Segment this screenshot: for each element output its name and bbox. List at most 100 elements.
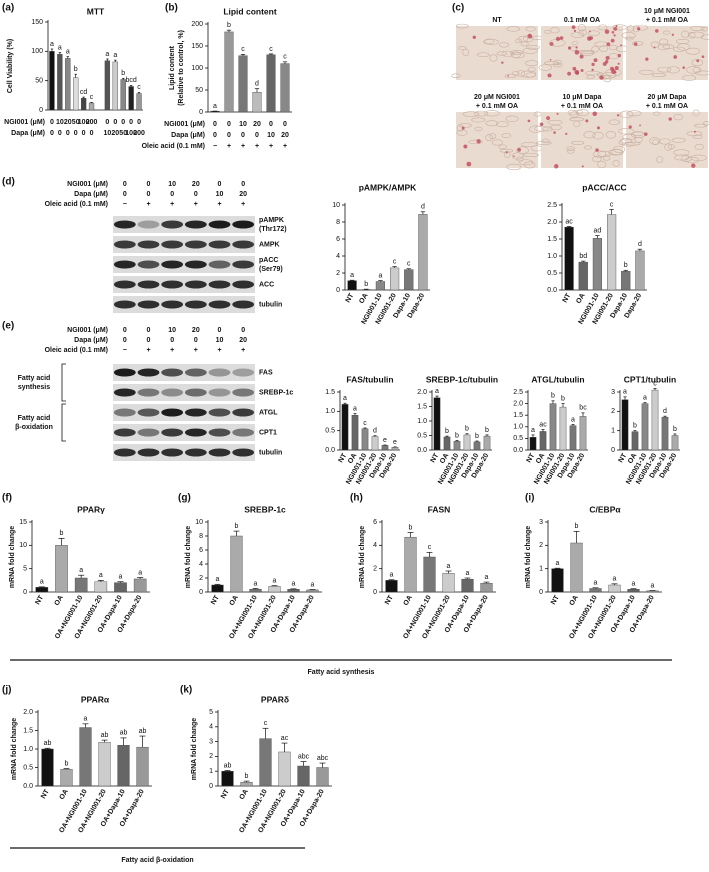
bar [230, 535, 243, 593]
significance-letter: c [264, 720, 268, 727]
blot-strip [113, 424, 255, 441]
bracket [61, 403, 66, 442]
lipid-droplet [554, 164, 559, 169]
blot-band [137, 300, 160, 309]
treatment-value: 0 [113, 119, 117, 126]
bar [65, 58, 71, 111]
cell [690, 25, 705, 31]
bar [423, 556, 436, 593]
treatment-value: + [194, 347, 198, 354]
bar [55, 545, 68, 593]
y-tick-label: 10 [19, 542, 27, 549]
blot-strip [113, 444, 255, 461]
significance-letter: c [428, 544, 432, 551]
significance-letter: a [571, 416, 575, 423]
treatment-value: 0 [255, 132, 259, 139]
image-caption: + 0.1 mM OA [561, 103, 603, 110]
significance-letter: a [99, 572, 103, 579]
treatment-label: Dapa (μM) [74, 191, 108, 198]
cell [671, 137, 686, 143]
cell [566, 146, 576, 151]
x-tick-label: OA [535, 452, 546, 465]
y-tick-label: 0.0 [417, 447, 427, 454]
cell [499, 42, 510, 48]
y-tick-label: 1 [209, 768, 213, 775]
lipid-droplet [461, 126, 465, 130]
bar [60, 769, 73, 787]
lipid-droplet [575, 71, 580, 75]
chart-title: pAMPK/AMPK [359, 182, 417, 192]
cell [552, 62, 563, 68]
blot-band [232, 408, 255, 417]
lipid-droplet [633, 42, 638, 46]
y-axis-label: Cell Viability (%) [7, 39, 14, 93]
cell [597, 24, 608, 31]
lipid-droplet [575, 46, 578, 49]
y-tick-label: 10 [195, 519, 203, 526]
cell [510, 50, 524, 55]
image-caption: + 0.1 mM OA [476, 103, 518, 110]
x-tick-label: OA [569, 594, 580, 607]
treatment-value: 10 [216, 337, 224, 344]
cell [608, 119, 621, 125]
y-tick-label: 200 [191, 21, 203, 28]
blot-band [161, 260, 184, 269]
significance-letter: bc [579, 405, 587, 412]
bar [73, 77, 79, 111]
bar [589, 588, 602, 593]
cell [535, 141, 552, 145]
treatment-value: 50 [72, 119, 80, 126]
significance-letter: a [84, 716, 88, 723]
bar [627, 589, 640, 593]
y-tick-label: 0.5 [23, 764, 33, 771]
blot-band [161, 240, 184, 249]
blot-band [113, 260, 136, 269]
blot-band [232, 448, 255, 457]
bar [646, 590, 659, 593]
panel-label: (k) [180, 685, 192, 696]
blot-band [137, 388, 160, 397]
band-label: SREBP-1c [259, 389, 293, 396]
significance-letter: b [364, 281, 368, 288]
cell [501, 133, 512, 139]
significance-letter: a [40, 579, 44, 586]
y-tick-label: 3 [539, 519, 543, 526]
blot-band [113, 388, 136, 397]
cell [662, 30, 671, 35]
bar [453, 441, 461, 451]
lipid-droplet [555, 36, 561, 41]
y-tick-label: 2 [373, 566, 377, 573]
lipid-droplet [517, 148, 521, 152]
treatment-value: 0 [74, 130, 78, 137]
significance-letter: a [594, 580, 598, 587]
lipid-droplet [668, 117, 672, 121]
blot-band [232, 220, 255, 229]
treatment-value: 0 [123, 191, 127, 198]
footer-label: Fatty acid β-oxidation [121, 857, 193, 864]
blot-band [232, 260, 255, 269]
bar [539, 431, 547, 451]
bar [347, 280, 357, 291]
panel-label: (e) [2, 321, 14, 332]
band-label: CPT1 [259, 429, 277, 436]
cell [625, 36, 634, 41]
cell [517, 69, 526, 77]
cell [569, 117, 585, 122]
bar [297, 765, 310, 787]
bar [306, 589, 319, 593]
panel-label: (j) [2, 685, 11, 696]
lipid-droplet [696, 59, 700, 63]
image-caption: 10 μM Dapa [563, 94, 602, 101]
lipid-droplet [549, 59, 552, 61]
significance-letter: a [447, 563, 451, 570]
cell [505, 115, 519, 123]
cell [571, 140, 585, 145]
bar [549, 403, 557, 451]
y-tick-label: 0.5 [547, 270, 557, 277]
cell [694, 143, 704, 150]
band-label: pAMPK [259, 217, 284, 224]
significance-letter: a [119, 574, 123, 581]
x-tick-label: OA [239, 788, 250, 801]
cell [692, 66, 702, 73]
significance-letter: a [531, 427, 535, 434]
